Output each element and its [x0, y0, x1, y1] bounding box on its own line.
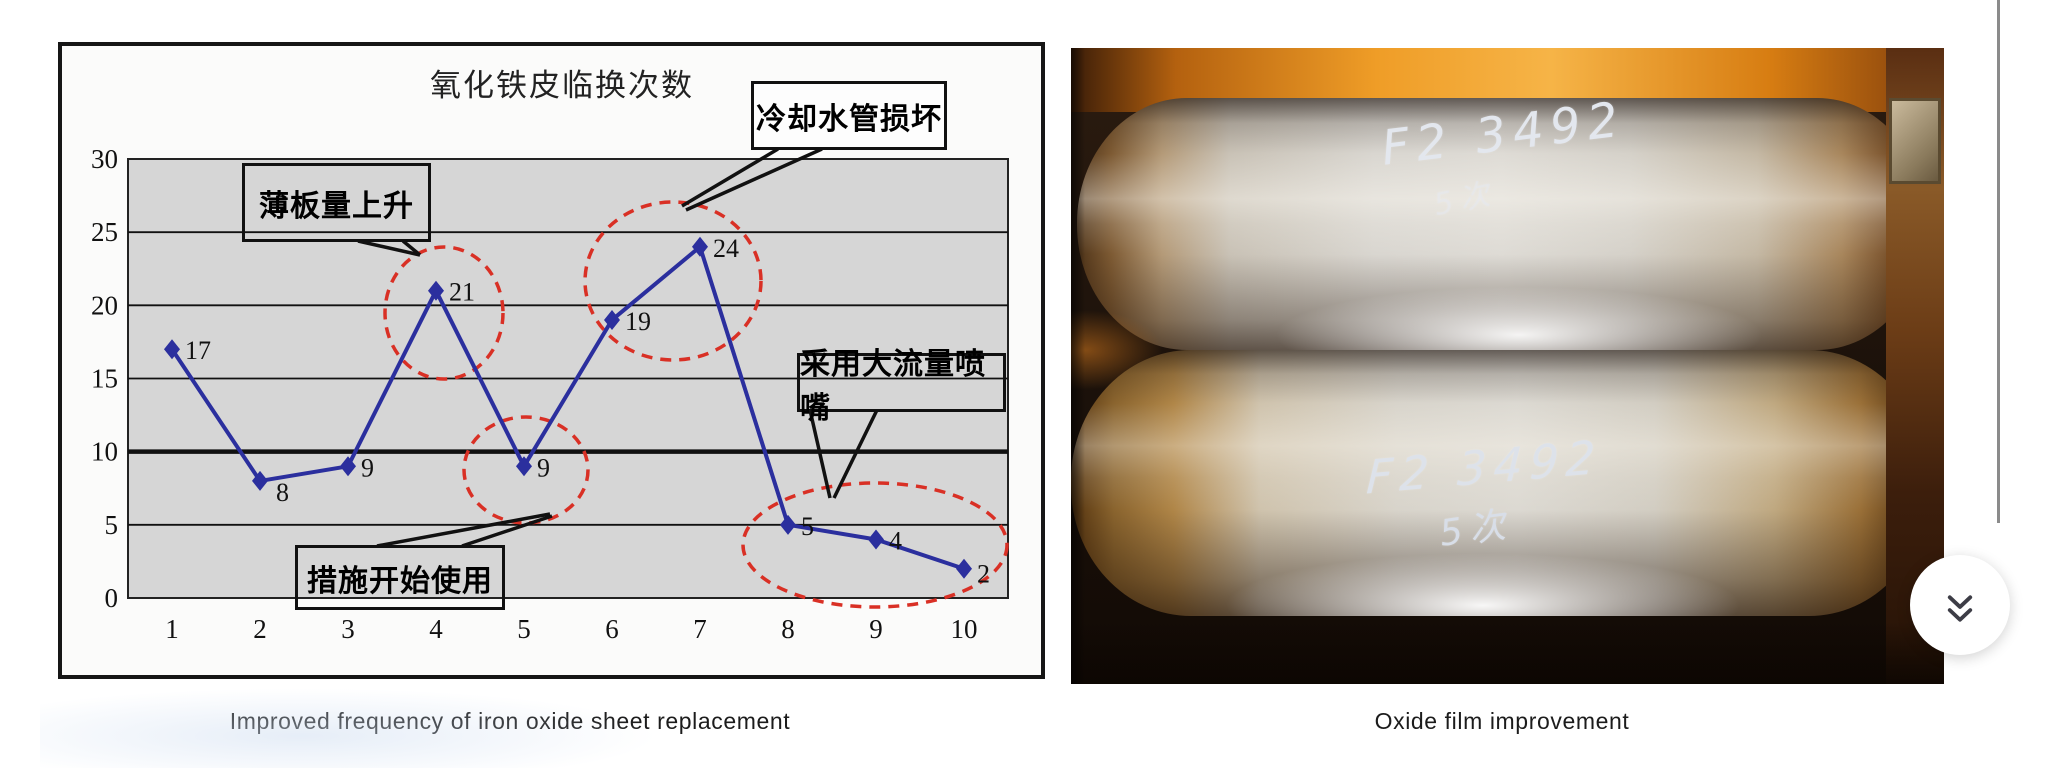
point-marker [692, 236, 708, 257]
right-figure-caption: Oxide film improvement [1374, 708, 1630, 734]
point-marker [956, 558, 972, 579]
chart-panel: 氧化铁皮临换次数 0 5 10 15 20 25 30 1 2 3 4 5 6 7 8 9 10 17 8 9 21 9 1… [58, 42, 1045, 679]
svg-text:15: 15 [91, 364, 118, 394]
steel-roll-bottom [1071, 350, 1929, 616]
point-marker [604, 309, 620, 330]
point-label: 24 [713, 234, 739, 263]
svg-text:7: 7 [693, 614, 707, 644]
rolls-photo: F2 3492 5次 F2 3492 5次 [1071, 48, 1944, 684]
callout-thin-plate-volume-rise: 薄板量上升 [242, 163, 431, 242]
svg-text:3: 3 [341, 614, 355, 644]
point-label: 4 [889, 526, 902, 555]
series-line [170, 244, 965, 571]
point-marker [868, 529, 884, 550]
svg-text:25: 25 [91, 217, 118, 247]
point-marker [780, 514, 796, 535]
point-label: 5 [801, 512, 814, 541]
point-label: 8 [276, 478, 289, 507]
point-marker [252, 470, 268, 491]
svg-text:2: 2 [253, 614, 267, 644]
callout-measures-start-use: 措施开始使用 [295, 545, 505, 610]
point-label: 2 [977, 560, 990, 589]
scroll-more-button[interactable] [1910, 555, 2010, 655]
point-label: 19 [625, 307, 651, 336]
svg-text:6: 6 [605, 614, 619, 644]
photo-edge-shadow [1071, 48, 1085, 684]
mill-plate [1889, 98, 1941, 184]
y-axis-labels: 0 5 10 15 20 25 30 [91, 144, 118, 613]
annotation-ellipses [383, 200, 1009, 609]
chart-title: 氧化铁皮临换次数 [430, 68, 694, 103]
roll-marking-bottom-sub: 5次 [1436, 504, 1515, 555]
gridlines [128, 231, 1008, 526]
svg-text:5: 5 [105, 510, 119, 540]
svg-text:8: 8 [781, 614, 795, 644]
photo-shadow [1071, 622, 1944, 684]
point-label: 9 [361, 453, 374, 482]
svg-text:10: 10 [91, 437, 118, 467]
point-marker [164, 339, 180, 360]
callout-large-flow-nozzle: 采用大流量喷嘴 [797, 348, 1006, 425]
left-figure-caption: Improved frequency of iron oxide sheet r… [229, 708, 791, 734]
chevron-double-down-icon [1947, 595, 1973, 622]
scrollbar-thumb[interactable] [1997, 0, 2000, 523]
svg-text:4: 4 [429, 614, 443, 644]
svg-text:20: 20 [91, 290, 118, 320]
point-marker [340, 456, 356, 477]
callout-tails [357, 147, 879, 548]
data-point-labels: 17 8 9 21 9 19 24 5 4 2 [185, 234, 990, 589]
point-marker [516, 456, 532, 477]
svg-text:1: 1 [165, 614, 179, 644]
line-chart: 0 5 10 15 20 25 30 1 2 3 4 5 6 7 8 9 10 17 8 9 21 9 19 24 5 4 2 [91, 144, 1009, 644]
svg-text:10: 10 [951, 614, 978, 644]
point-label: 9 [537, 453, 550, 482]
svg-text:9: 9 [869, 614, 883, 644]
point-label: 21 [449, 278, 475, 307]
point-label: 17 [185, 336, 211, 365]
point-marker [428, 280, 444, 301]
svg-text:0: 0 [105, 583, 119, 613]
svg-text:5: 5 [517, 614, 531, 644]
steel-roll-top [1077, 98, 1927, 350]
data-points [164, 236, 972, 579]
callout-cooling-pipe-damage: 冷却水管损坏 [751, 81, 947, 150]
x-axis-labels: 1 2 3 4 5 6 7 8 9 10 [165, 614, 977, 644]
svg-text:30: 30 [91, 144, 118, 174]
